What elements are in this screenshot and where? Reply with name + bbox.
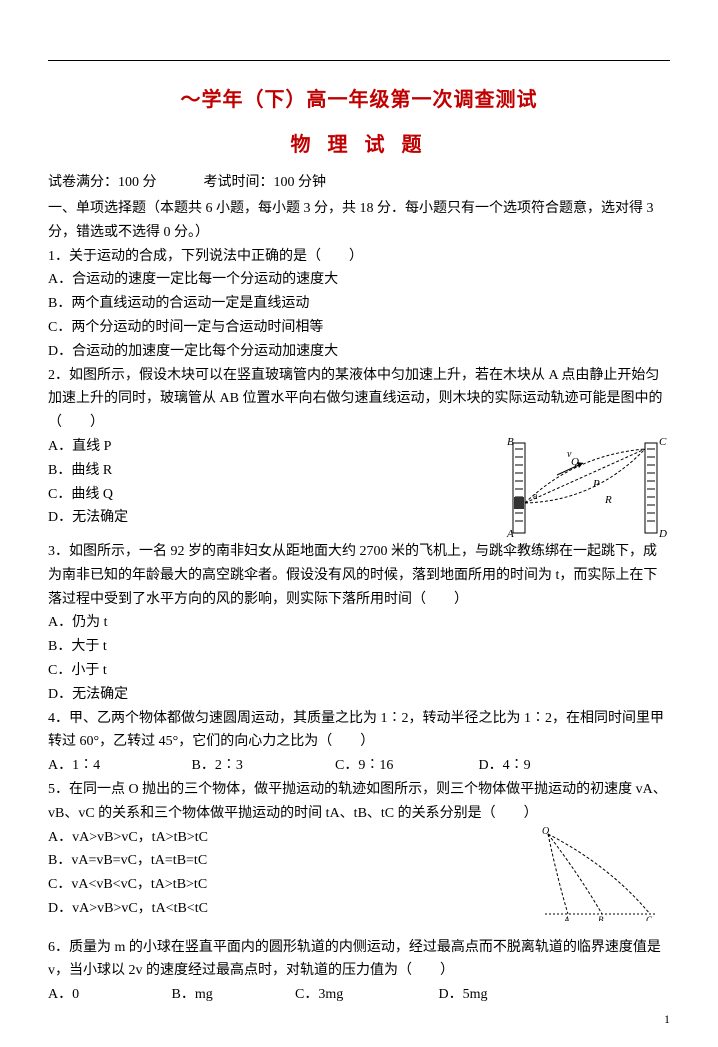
q3-opt-c: C．小于 t — [48, 659, 670, 683]
label-v: v — [567, 449, 572, 460]
q1-opt-b: B．两个直线运动的合运动一定是直线运动 — [48, 292, 670, 316]
label-Af: A — [563, 915, 570, 921]
top-rule — [48, 60, 670, 61]
label-Q: Q — [571, 456, 579, 468]
q6-stem: 6．质量为 m 的小球在竖直平面内的圆形轨道的内侧运动，经过最高点而不脱离轨道的… — [48, 936, 670, 984]
q5-stem: 5．在同一点 O 抛出的三个物体，做平抛运动的轨迹如图所示，则三个物体做平抛运动… — [48, 778, 670, 826]
q2-opt-b: B．曲线 R — [48, 459, 348, 483]
q3-stem: 3．如图所示，一名 92 岁的南非妇女从距地面大约 2700 米的飞机上，与跳伞… — [48, 540, 670, 611]
full-score-label: 试卷满分： — [48, 175, 118, 190]
q6-opt-a: A．0 — [48, 983, 168, 1007]
q3-opt-d: D．无法确定 — [48, 683, 670, 707]
traj-a — [548, 834, 568, 914]
q6-opt-d: D．5mg — [439, 983, 559, 1007]
label-Cf: C — [646, 915, 653, 921]
line-p — [525, 449, 645, 503]
traj-b — [548, 834, 602, 914]
full-score: 100 分 — [118, 175, 157, 190]
label-Bf: B — [598, 915, 604, 921]
q2-stem: 2．如图所示，假设木块可以在竖直玻璃管内的某液体中匀加速上升，若在木块从 A 点… — [48, 364, 670, 435]
q2-opt-c: C．曲线 Q — [48, 483, 348, 507]
label-R: R — [604, 494, 612, 506]
q4-opt-b: B．2∶3 — [192, 754, 332, 778]
label-a-corner: a — [533, 491, 538, 502]
q2-opt-d: D．无法确定 — [48, 506, 348, 530]
traj-c — [548, 834, 650, 914]
q5-opt-d: D．vA>vB>vC，tA<tB<tC — [48, 897, 468, 921]
q4-opt-a: A．1∶4 — [48, 754, 188, 778]
time: 100 分钟 — [274, 175, 327, 190]
q3-opt-b: B．大于 t — [48, 635, 670, 659]
block-a — [514, 497, 524, 509]
q5-opt-b: B．vA=vB=vC，tA=tB=tC — [48, 849, 468, 873]
q5-opt-c: C．vA<vB<vC，tA>tB>tC — [48, 873, 468, 897]
q4-stem: 4．甲、乙两个物体都做匀速圆周运动，其质量之比为 1∶2，转动半径之比为 1∶2… — [48, 707, 670, 755]
q6-options: A．0 B．mg C．3mg D．5mg — [48, 983, 670, 1007]
q1-opt-d: D．合运动的加速度一定比每个分运动加速度大 — [48, 340, 670, 364]
label-O: O — [542, 826, 549, 837]
q1-opt-a: A．合运动的速度一定比每一个分运动的速度大 — [48, 268, 670, 292]
page-number: 1 — [664, 1012, 670, 1027]
q5-figure-wrap: A．vA>vB>vC，tA>tB>tC B．vA=vB=vC，tA=tB=tC … — [48, 826, 670, 926]
q4-opt-c: C．9∶16 — [335, 754, 475, 778]
page: ～学年（下）高一年级第一次调查测试 物 理 试 题 试卷满分：100 分 考试时… — [0, 0, 718, 1047]
exam-subtitle: 物 理 试 题 — [48, 128, 670, 157]
q6-opt-c: C．3mg — [295, 983, 435, 1007]
label-A: A — [506, 528, 514, 540]
label-B: B — [507, 436, 514, 448]
q4-opt-d: D．4∶9 — [479, 754, 619, 778]
section-1-heading: 一、单项选择题（本题共 6 小题，每小题 3 分，共 18 分．每小题只有一个选… — [48, 197, 670, 245]
q1-stem: 1．关于运动的合成，下列说法中正确的是（ ） — [48, 245, 670, 269]
q5-figure: O A B C — [540, 826, 660, 921]
q3-opt-a: A．仍为 t — [48, 611, 670, 635]
label-C: C — [659, 436, 667, 448]
label-P: P — [592, 478, 600, 490]
time-label: 考试时间： — [204, 175, 274, 190]
exam-meta: 试卷满分：100 分 考试时间：100 分钟 — [48, 171, 670, 191]
q1-opt-c: C．两个分运动的时间一定与合运动时间相等 — [48, 316, 670, 340]
q2-opt-a: A．直线 P — [48, 435, 348, 459]
q4-options: A．1∶4 B．2∶3 C．9∶16 D．4∶9 — [48, 754, 670, 778]
label-D: D — [658, 528, 667, 540]
q2-figure-wrap: A．直线 P B．曲线 R C．曲线 Q D．无法确定 — [48, 435, 670, 540]
q6-opt-b: B．mg — [172, 983, 292, 1007]
q2-figure: B C A D Q P R a v — [505, 435, 670, 540]
exam-title: ～学年（下）高一年级第一次调查测试 — [48, 83, 670, 112]
q5-opt-a: A．vA>vB>vC，tA>tB>tC — [48, 826, 468, 850]
